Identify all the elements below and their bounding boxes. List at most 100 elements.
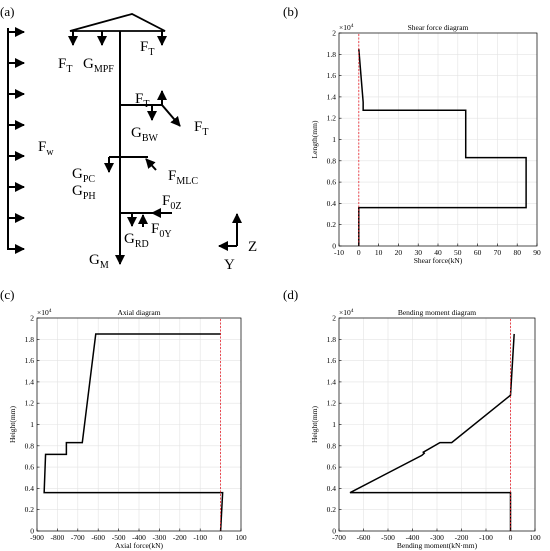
y-tick-label: 1.6	[25, 356, 35, 365]
x-tick-label: -100	[479, 533, 493, 542]
y-tick-label: 2	[332, 29, 336, 38]
bending-moment-chart: -700 -600 -500 -400 -300 -200 -100 0 100 0 0.2 0.4 0…	[310, 308, 541, 550]
series-line	[358, 48, 527, 246]
x-tick-label: -900	[30, 533, 44, 542]
y-tick-label: 0.4	[327, 199, 337, 208]
x-tick-label: 90	[533, 248, 541, 257]
x-tick-label: 60	[474, 248, 482, 257]
label-g-bw: GBW	[131, 125, 159, 144]
y-tick-label: 0.6	[327, 463, 337, 472]
x-tick-label: 100	[529, 533, 541, 542]
label-ft-mid: FT	[135, 91, 149, 110]
label-f-0z: F0Z	[162, 193, 181, 212]
x-tick-label: -400	[406, 533, 420, 542]
x-tick-label: -300	[430, 533, 444, 542]
y-tick-label: 0.8	[25, 441, 35, 450]
y-tick-label: 0.4	[25, 484, 35, 493]
top-truss	[69, 13, 166, 32]
y-tick-label: 1	[30, 420, 34, 429]
axis-label-y: Y	[224, 257, 235, 273]
label-f-mlc: FMLC	[168, 168, 198, 187]
chart-title: Shear force diagram	[408, 23, 469, 32]
x-axis-label: Bending moment(kN·mm)	[397, 541, 478, 550]
x-tick-label: -200	[455, 533, 469, 542]
shear-force-chart: -10 0 10 20 30 40 50 60 70 80 9000.20.40.60.811.21…	[310, 23, 541, 265]
y-tick-label: 0.2	[327, 220, 337, 229]
x-tick-label: 50	[454, 248, 462, 257]
panel-label-c: (c)	[0, 287, 14, 302]
y-axis-label: Length(mm)	[310, 120, 319, 158]
y-tick-label: 1.8	[25, 335, 35, 344]
label-g-ph: GPH	[72, 183, 96, 202]
x-tick-label: -300	[153, 533, 167, 542]
y-tick-label: 1.6	[327, 356, 337, 365]
x-tick-label: -10	[334, 248, 344, 257]
x-tick-label: 20	[395, 248, 403, 257]
fmlc-arrow	[145, 158, 157, 171]
x-tick-label: -800	[51, 533, 65, 542]
series-line	[43, 333, 224, 532]
y-tick-label: 1.6	[327, 71, 337, 80]
x-tick-label: -600	[91, 533, 105, 542]
x-tick-label: -500	[381, 533, 395, 542]
y-tick-label: 1.4	[25, 377, 35, 386]
y-tick-label: 2	[30, 314, 34, 323]
x-tick-label: -400	[132, 533, 146, 542]
y-tick-label: 0.6	[25, 463, 35, 472]
y-tick-label: 1.4	[327, 92, 337, 101]
series-line	[349, 333, 515, 531]
y-tick-label: 0.2	[25, 505, 35, 514]
x-tick-label: 100	[235, 533, 247, 542]
x-tick-label: -200	[173, 533, 187, 542]
y-tick-label: 1.8	[327, 335, 337, 344]
x-tick-label: -600	[357, 533, 371, 542]
x-tick-label: -700	[71, 533, 85, 542]
label-f-w: Fw	[38, 139, 54, 158]
y-tick-label: 0	[30, 527, 34, 536]
label-ft-top-right: FT	[140, 39, 154, 58]
label-g-pc: GPC	[72, 166, 95, 185]
y-tick-label: 0.2	[327, 505, 337, 514]
chart-title: Axial diagram	[117, 308, 160, 317]
y-tick-label: 0.8	[327, 156, 337, 165]
label-ft-top-left: FT	[58, 56, 72, 75]
y-multiplier: ×104	[37, 308, 52, 317]
y-tick-label: 2	[332, 314, 336, 323]
ft-arrow-diagonal	[161, 104, 181, 127]
x-tick-label: -500	[112, 533, 126, 542]
x-tick-label: 0	[357, 248, 361, 257]
panel-label-d: (d)	[283, 287, 298, 302]
y-tick-label: 0	[332, 527, 336, 536]
y-axis-label: Height(mm)	[8, 405, 17, 443]
y-tick-label: 0.6	[327, 178, 337, 187]
x-tick-label: 40	[434, 248, 442, 257]
x-axis-label: Shear force(kN)	[414, 256, 463, 265]
label-f-0y: F0Y	[151, 221, 172, 240]
axial-force-chart: -900 -800 -700 -600 -500 -400 -300 -200 -100 0 100…	[8, 308, 247, 550]
y-multiplier: ×104	[339, 23, 354, 32]
y-tick-label: 1.2	[327, 114, 337, 123]
label-g-rd: GRD	[124, 231, 149, 250]
axis-label-z: Z	[248, 239, 257, 255]
y-axis-label: Height(mm)	[310, 405, 319, 443]
panel-label-b: (b)	[283, 4, 298, 19]
y-tick-label: 1	[332, 420, 336, 429]
x-axis-label: Axial force(kN)	[115, 541, 164, 550]
y-tick-label: 1.2	[25, 399, 35, 408]
x-tick-label: 80	[513, 248, 521, 257]
y-tick-label: 0.4	[327, 484, 337, 493]
y-tick-label: 1	[332, 135, 336, 144]
x-tick-label: 30	[414, 248, 422, 257]
diagram-labels: FT FT GMPF FT FT GBW Fw GPC GPH FMLC F0Z…	[38, 39, 257, 273]
y-tick-label: 1.4	[327, 377, 337, 386]
x-tick-label: -100	[193, 533, 207, 542]
x-tick-label: -700	[332, 533, 346, 542]
y-tick-label: 0.8	[327, 441, 337, 450]
y-tick-label: 0	[332, 242, 336, 251]
label-g-mpf: GMPF	[83, 56, 114, 75]
x-tick-label: 10	[375, 248, 383, 257]
x-tick-label: 0	[509, 533, 513, 542]
x-tick-label: 70	[494, 248, 502, 257]
panel-label-a: (a)	[0, 4, 14, 19]
